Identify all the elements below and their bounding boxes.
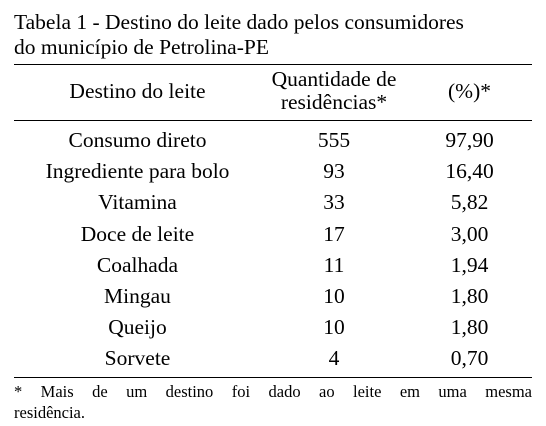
footnote-line-1: * Mais de um destino foi dado ao leite e… [14,381,532,401]
table-row: Vitamina 33 5,82 [14,187,532,218]
table-header: Destino do leite Quantidade de residênci… [14,64,532,121]
cell-quantidade: 10 [323,284,345,309]
caption-line-1: Tabela 1 - Destino do leite dado pelos c… [14,10,464,34]
table-row: Consumo direto 555 97,90 [14,121,532,157]
table-caption: Tabela 1 - Destino do leite dado pelos c… [14,10,532,60]
cell-percent: 97,90 [445,128,494,152]
cell-quantidade: 93 [323,159,345,184]
cell-percent: 0,70 [450,346,489,371]
header-row: Destino do leite Quantidade de residênci… [14,64,532,121]
cell-quantidade: 11 [323,252,345,277]
header-quantidade: Quantidade de residências* [261,65,407,121]
table-row: Sorvete 4 0,70 [14,343,532,378]
milk-destination-table: Destino do leite Quantidade de residênci… [14,64,532,378]
cell-destino: Doce de leite [80,221,195,246]
table-body: Consumo direto 555 97,90 Ingrediente par… [14,121,532,378]
cell-percent: 1,80 [450,284,489,309]
table-row: Doce de leite 17 3,00 [14,219,532,250]
cell-quantidade: 10 [323,315,345,340]
cell-destino: Consumo direto [68,128,207,152]
cell-destino: Coalhada [96,252,179,277]
caption-line-2: do município de Petrolina-PE [14,35,269,59]
cell-destino: Queijo [108,315,167,340]
cell-percent: 1,80 [450,315,489,340]
header-quantidade-line-1: Quantidade de [271,67,397,91]
table-row: Ingrediente para bolo 93 16,40 [14,156,532,187]
table-row: Coalhada 11 1,94 [14,250,532,281]
header-quantidade-line-2: residências* [280,90,388,114]
table-row: Mingau 10 1,80 [14,281,532,312]
cell-percent: 1,94 [450,252,489,277]
cell-destino: Ingrediente para bolo [45,159,230,184]
cell-percent: 3,00 [450,221,489,246]
cell-quantidade: 17 [323,221,345,246]
header-destino: Destino do leite [69,78,206,103]
cell-destino: Mingau [104,284,171,309]
table-row: Queijo 10 1,80 [14,312,532,343]
cell-percent: 16,40 [445,159,494,184]
cell-destino: Sorvete [104,346,171,371]
header-percent: (%)* [448,78,491,103]
footnote-line-2: residência. [14,402,86,422]
cell-quantidade: 33 [323,190,345,215]
cell-destino: Vitamina [98,190,177,215]
cell-percent: 5,82 [450,190,489,215]
document-page: Tabela 1 - Destino do leite dado pelos c… [14,10,532,423]
cell-quantidade: 4 [328,346,340,371]
table-footnote: * Mais de um destino foi dado ao leite e… [14,381,532,423]
cell-quantidade: 555 [317,128,351,152]
